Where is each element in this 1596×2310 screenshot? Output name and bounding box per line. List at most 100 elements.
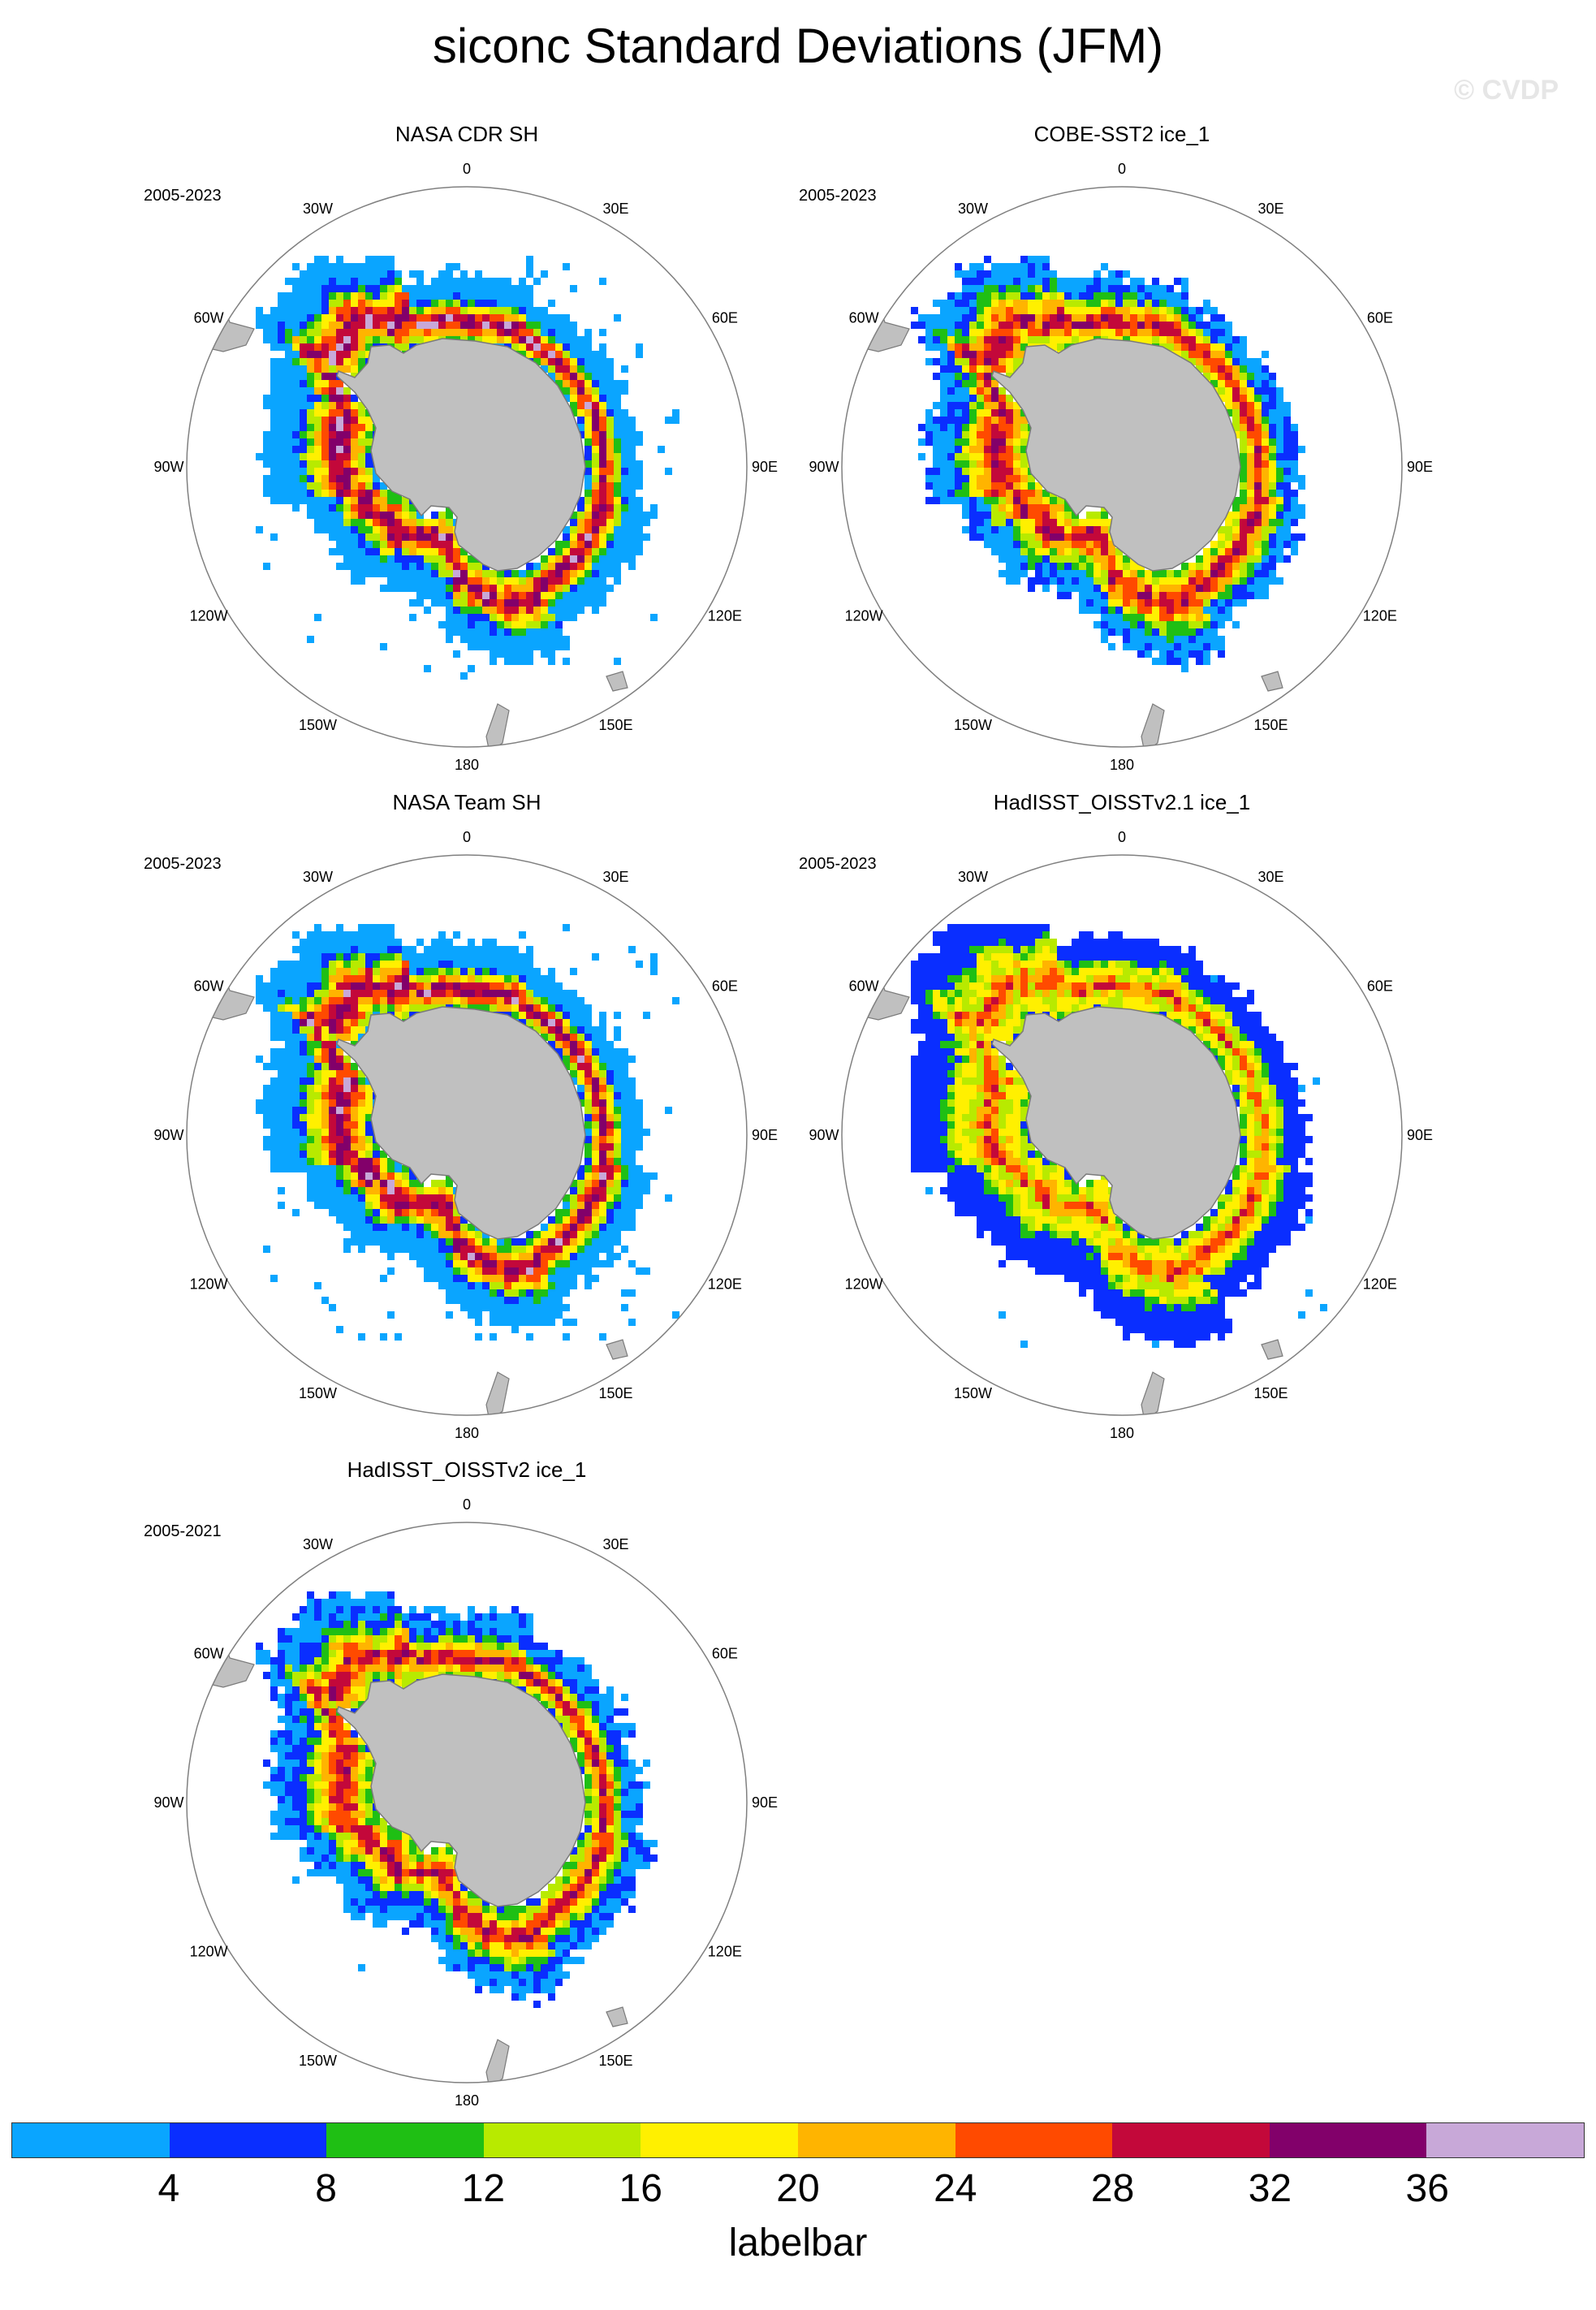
ice-cell bbox=[329, 968, 336, 975]
ice-cell bbox=[424, 307, 431, 314]
ice-cell bbox=[504, 621, 511, 628]
ice-cell bbox=[438, 270, 446, 278]
ice-cell bbox=[1123, 329, 1130, 336]
ice-cell bbox=[1006, 570, 1013, 577]
ice-cell bbox=[962, 1070, 969, 1077]
ice-cell bbox=[599, 1092, 606, 1099]
ice-cell bbox=[416, 1260, 424, 1267]
ice-cell bbox=[918, 1070, 925, 1077]
ice-cell bbox=[1006, 365, 1013, 373]
ice-cell bbox=[402, 1180, 409, 1187]
ice-cell bbox=[511, 285, 519, 292]
ice-cell bbox=[490, 621, 497, 628]
ice-cell bbox=[365, 541, 373, 548]
ice-cell bbox=[409, 968, 416, 975]
ice-cell bbox=[373, 1180, 380, 1187]
ice-cell bbox=[918, 1158, 925, 1165]
ice-cell bbox=[460, 1289, 468, 1297]
ice-cell bbox=[563, 343, 570, 351]
ice-cell bbox=[1269, 460, 1276, 468]
ice-cell bbox=[314, 1172, 321, 1180]
ice-cell bbox=[628, 446, 636, 453]
ice-cell bbox=[1152, 336, 1159, 343]
longitude-label: 120W bbox=[190, 608, 228, 624]
ice-cell bbox=[947, 358, 955, 365]
ice-cell bbox=[526, 1246, 533, 1253]
ice-cell bbox=[1123, 336, 1130, 343]
ice-cell bbox=[365, 1194, 373, 1202]
ice-cell bbox=[519, 577, 526, 585]
ice-cell bbox=[285, 1121, 292, 1129]
ice-cell bbox=[555, 343, 563, 351]
ice-cell bbox=[599, 1151, 606, 1158]
ice-cell bbox=[504, 982, 511, 990]
ice-cell bbox=[918, 1114, 925, 1121]
ice-cell bbox=[614, 1107, 621, 1114]
ice-cell bbox=[1152, 300, 1159, 307]
ice-cell bbox=[468, 1304, 475, 1311]
ice-cell bbox=[1101, 570, 1108, 577]
ice-cell bbox=[969, 380, 977, 387]
ice-cell bbox=[940, 438, 947, 446]
ice-cell bbox=[1086, 563, 1093, 570]
ice-cell bbox=[343, 1129, 351, 1136]
ice-cell bbox=[336, 460, 343, 468]
ice-cell bbox=[570, 1231, 577, 1238]
ice-cell bbox=[533, 314, 541, 322]
ice-cell bbox=[285, 314, 292, 322]
ice-cell bbox=[270, 1151, 278, 1158]
ice-cell bbox=[1210, 563, 1218, 570]
ice-cell bbox=[577, 343, 584, 351]
ice-cell bbox=[1247, 365, 1254, 373]
ice-cell bbox=[599, 577, 606, 585]
ice-cell bbox=[636, 504, 643, 512]
ice-cell bbox=[1167, 621, 1174, 628]
ice-cell bbox=[584, 1019, 592, 1026]
ice-cell bbox=[555, 322, 563, 329]
ice-cell bbox=[278, 336, 285, 343]
ice-cell bbox=[270, 968, 278, 975]
ice-cell bbox=[329, 1092, 336, 1099]
ice-cell bbox=[614, 555, 621, 563]
ice-cell bbox=[395, 961, 402, 968]
ice-cell bbox=[563, 322, 570, 329]
ice-cell bbox=[343, 402, 351, 409]
ice-cell bbox=[358, 446, 365, 453]
ice-cell bbox=[991, 533, 999, 541]
ice-cell bbox=[584, 497, 592, 504]
ice-cell bbox=[526, 990, 533, 997]
ice-cell bbox=[380, 1172, 387, 1180]
ice-cell bbox=[1035, 285, 1042, 292]
ice-cell bbox=[329, 1114, 336, 1121]
ice-cell bbox=[1181, 643, 1188, 650]
ice-cell bbox=[984, 1041, 991, 1048]
ice-cell bbox=[351, 409, 358, 417]
ice-cell bbox=[424, 585, 431, 592]
ice-cell bbox=[490, 1311, 497, 1319]
ice-cell bbox=[999, 402, 1006, 409]
ice-cell bbox=[1020, 300, 1028, 307]
ice-cell bbox=[947, 1092, 955, 1099]
ice-cell bbox=[365, 1158, 373, 1165]
longitude-label: 150W bbox=[299, 717, 337, 733]
ice-cell bbox=[387, 577, 395, 585]
ice-cell bbox=[1130, 599, 1137, 607]
ice-cell bbox=[351, 1099, 358, 1107]
ice-cell bbox=[387, 1224, 395, 1231]
ice-cell bbox=[314, 351, 321, 358]
ice-cell bbox=[599, 438, 606, 446]
ice-cell bbox=[292, 402, 300, 409]
ice-cell bbox=[1283, 468, 1291, 475]
ice-cell bbox=[614, 497, 621, 504]
ice-cell bbox=[1240, 380, 1247, 387]
ice-cell bbox=[329, 460, 336, 468]
ice-cell bbox=[278, 1063, 285, 1070]
ice-cell bbox=[402, 975, 409, 982]
ice-cell bbox=[1079, 300, 1086, 307]
ice-cell bbox=[584, 1165, 592, 1172]
ice-cell bbox=[321, 336, 329, 343]
ice-cell bbox=[416, 1004, 424, 1012]
ice-cell bbox=[358, 475, 365, 482]
ice-cell bbox=[307, 1034, 314, 1041]
ice-cell bbox=[969, 526, 977, 533]
